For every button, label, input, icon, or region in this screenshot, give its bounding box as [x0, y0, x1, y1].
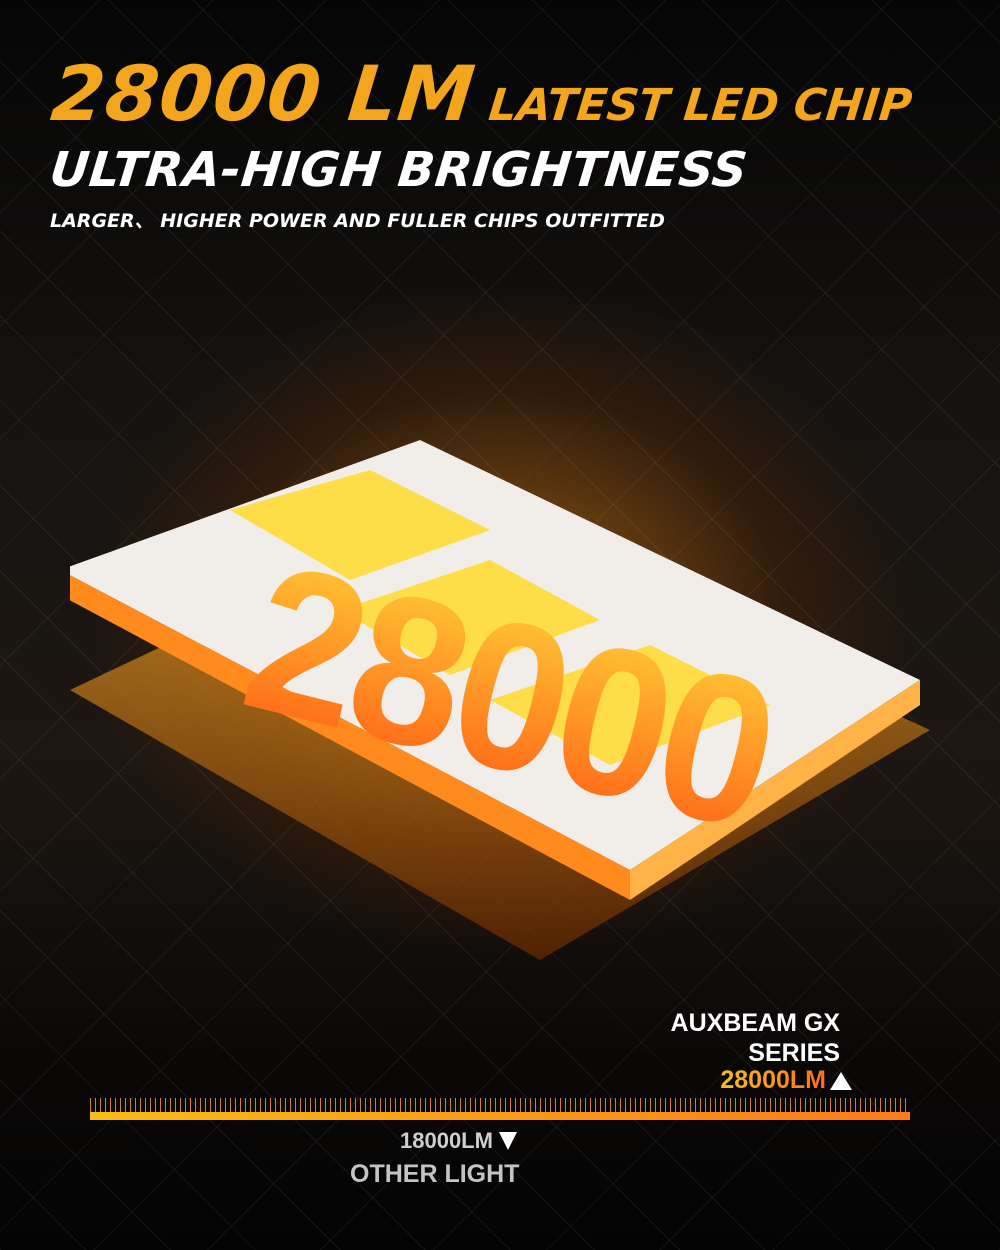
subheadline: ULTRA-HIGH BRIGHTNESS — [47, 142, 751, 198]
other-value: 18000LM — [400, 1128, 493, 1153]
headline: 28000 LM LATEST LED CHIP — [47, 49, 915, 138]
chip-platform-side — [70, 575, 630, 900]
brand-value-marker: 28000LM — [720, 1066, 852, 1095]
tagline: LARGER、 HIGHER POWER AND FULLER CHIPS OU… — [50, 210, 665, 232]
chip-platform-side-right — [630, 680, 920, 900]
headline-value: 28000 LM — [47, 49, 480, 138]
scale-bar — [90, 1112, 910, 1120]
triangle-down-icon — [498, 1132, 517, 1150]
led-chip-illustration: 28000 — [70, 440, 930, 960]
brightness-scale — [90, 1096, 910, 1120]
headline-suffix: LATEST LED CHIP — [486, 80, 915, 131]
other-value-marker: 18000LM — [400, 1128, 517, 1154]
brand-label: AUXBEAM GX SERIES — [671, 1008, 840, 1068]
other-label: OTHER LIGHT — [350, 1160, 520, 1188]
brand-line-2: SERIES — [748, 1039, 840, 1067]
brand-value: 28000LM — [720, 1066, 826, 1094]
scale-ticks — [90, 1098, 910, 1112]
triangle-up-icon — [830, 1071, 852, 1090]
brand-line-1: AUXBEAM GX — [670, 1009, 840, 1037]
led-die — [490, 645, 770, 765]
led-die — [230, 470, 490, 580]
led-die — [340, 560, 600, 675]
